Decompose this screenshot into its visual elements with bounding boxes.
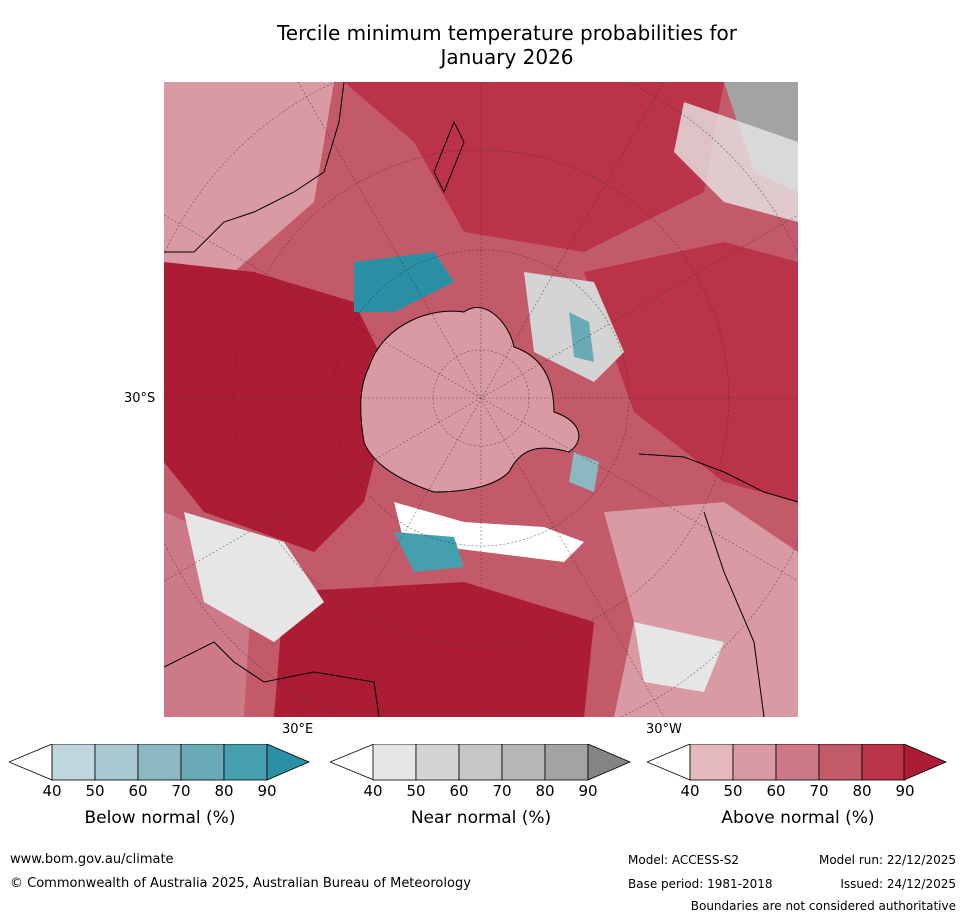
- near-patch-sw: [184, 512, 324, 642]
- footer-url[interactable]: www.bom.gov.au/climate: [10, 852, 174, 867]
- below-patch-ring-sw: [394, 532, 464, 572]
- lat-label-30s: 30°S: [124, 391, 156, 406]
- colorbar-above-max-arrow: [903, 744, 948, 781]
- lon-label-30w: 30°W: [646, 722, 682, 737]
- colorbar-below-bin-3: [137, 744, 182, 781]
- colorbar-above-bin-2: [732, 744, 777, 781]
- colorbar-above: [647, 744, 948, 781]
- coast-africa: [164, 82, 345, 253]
- probability-map: [164, 82, 798, 717]
- colorbar-below-bin-2: [94, 744, 139, 781]
- title-line-2: January 2026: [440, 45, 574, 69]
- graticule: [164, 82, 798, 717]
- colorbar-below-label: Below normal (%): [84, 808, 236, 828]
- footer-issued: Issued: 24/12/2025: [840, 877, 956, 891]
- colorbar-near: [330, 744, 632, 781]
- colorbar-below-min-arrow: [9, 744, 53, 781]
- footer-model: Model: ACCESS-S2: [628, 853, 740, 867]
- colorbar-near-tick: 70: [492, 782, 512, 800]
- chart-title: Tercile minimum temperature probabilitie…: [160, 21, 854, 69]
- colorbar-near-bin-5: [544, 744, 589, 781]
- colorbar-below-bin-4: [180, 744, 225, 781]
- colorbar-above-tick: 80: [852, 782, 872, 800]
- colorbar-below-tick: 70: [171, 782, 191, 800]
- colorbar-below-bin-5: [223, 744, 268, 781]
- colorbar-below-tick: 50: [85, 782, 105, 800]
- above-patch-top: [344, 82, 724, 252]
- colorbar-near-tick: 50: [406, 782, 426, 800]
- footer-disclaimer: Boundaries are not considered authoritat…: [690, 899, 956, 913]
- coast-australia: [164, 641, 380, 717]
- above-patch-west-strong: [164, 262, 394, 552]
- lon-label-30e: 30°E: [282, 722, 314, 737]
- colorbar-near-bin-1: [372, 744, 417, 781]
- coast-south-america: [638, 453, 798, 503]
- colorbar-above-tick: 40: [680, 782, 700, 800]
- footer-base-period: Base period: 1981-2018: [628, 877, 773, 891]
- colorbar-near-bin-4: [501, 744, 546, 781]
- colorbar-near-tick: 90: [578, 782, 598, 800]
- colorbar-above-tick: 70: [809, 782, 829, 800]
- colorbar-below: [9, 744, 311, 781]
- colorbar-above-bin-3: [775, 744, 820, 781]
- below-patch-ring-w: [354, 252, 454, 312]
- colorbar-above-tick: 50: [723, 782, 743, 800]
- colorbar-below-tick: 40: [42, 782, 62, 800]
- colorbar-near-bin-3: [458, 744, 503, 781]
- antarctica: [360, 306, 580, 493]
- colorbar-below-tick: 60: [128, 782, 148, 800]
- colorbar-below-bin-1: [51, 744, 96, 781]
- below-patch-e: [569, 312, 594, 362]
- colorbar-above-tick: 60: [766, 782, 786, 800]
- near-patch-se: [634, 622, 724, 692]
- colorbar-near-label: Near normal (%): [410, 808, 552, 828]
- colorbar-below-tick: 80: [214, 782, 234, 800]
- colorbar-near-tick: 60: [449, 782, 469, 800]
- near-patch-ne-light: [674, 102, 798, 222]
- colorbar-above-min-arrow: [647, 744, 691, 781]
- footer-copyright: © Commonwealth of Australia 2025, Austra…: [10, 876, 471, 891]
- near-patch-ring-s: [394, 502, 584, 562]
- colorbar-near-bin-2: [415, 744, 460, 781]
- colorbar-below-tick: 90: [257, 782, 277, 800]
- above-patch-east: [584, 242, 798, 502]
- colorbar-above-bin-1: [689, 744, 734, 781]
- title-line-1: Tercile minimum temperature probabilitie…: [276, 21, 738, 45]
- coast-south-america-2: [703, 511, 765, 717]
- footer-model-run: Model run: 22/12/2025: [818, 853, 956, 867]
- colorbar-above-bin-5: [861, 744, 906, 781]
- above-patch-south: [274, 582, 594, 717]
- colorbar-near-tick: 80: [535, 782, 555, 800]
- colorbar-above-bin-4: [818, 744, 863, 781]
- colorbar-above-label: Above normal (%): [721, 808, 875, 828]
- colorbar-near-max-arrow: [587, 744, 632, 781]
- colorbar-below-max-arrow: [266, 744, 311, 781]
- colorbar-near-min-arrow: [330, 744, 375, 781]
- coast-nz: [433, 120, 465, 194]
- colorbar-near-tick: 40: [363, 782, 383, 800]
- colorbar-above-tick: 90: [895, 782, 915, 800]
